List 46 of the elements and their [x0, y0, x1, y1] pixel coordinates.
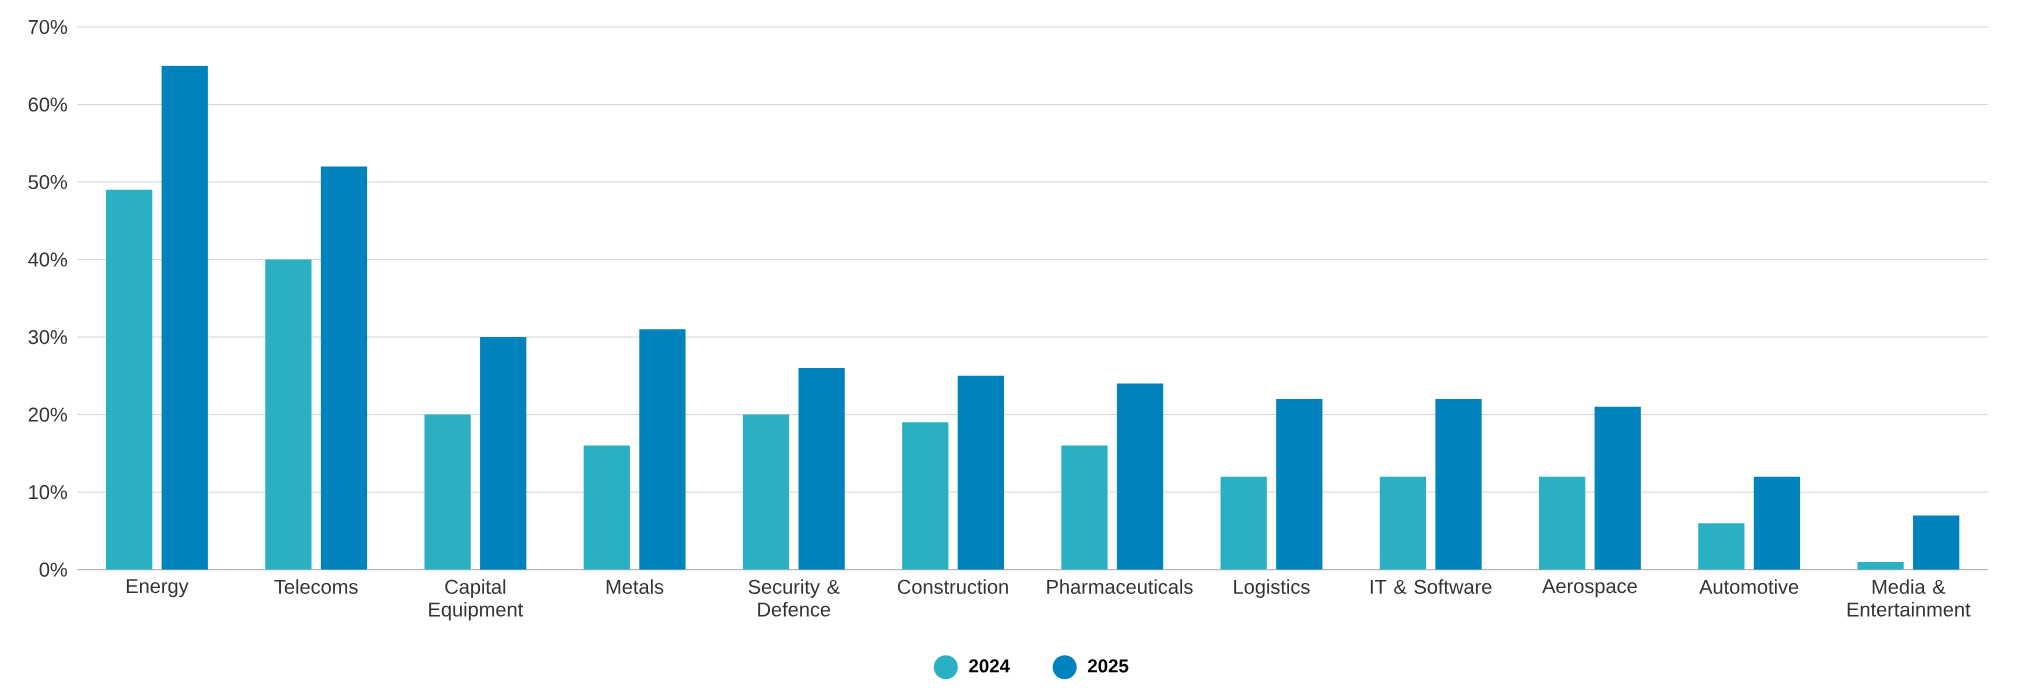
bar: [1539, 476, 1586, 570]
y-tick-label: 10%: [29, 485, 68, 500]
bar: [639, 329, 686, 570]
bar: [1857, 561, 1904, 570]
bar: [1435, 399, 1482, 570]
bar: [265, 259, 312, 570]
bar: [957, 375, 1004, 570]
legend-label: 2025: [1087, 659, 1129, 673]
bar: [798, 368, 845, 570]
bar: [1379, 476, 1427, 570]
bar: [424, 414, 471, 570]
x-tick-label: Construction: [897, 579, 1008, 594]
y-tick-label: 50%: [28, 174, 68, 190]
bar: [161, 65, 208, 570]
x-tick-label: IT & Software: [1370, 579, 1492, 594]
bar: [902, 422, 949, 570]
x-tick-label: Energy: [126, 579, 189, 598]
x-tick-label: Security & Defence: [748, 579, 840, 617]
x-tick-label: Automotive: [1699, 579, 1799, 594]
bar: [1698, 523, 1745, 570]
y-tick-label: 60%: [28, 97, 68, 112]
bar: [1753, 476, 1801, 570]
bar: [106, 189, 153, 570]
bar: [1220, 476, 1267, 570]
bar: [742, 414, 790, 570]
x-tick-label: Metals: [606, 579, 664, 594]
x-tick-label: Media & Entertainment: [1847, 579, 1971, 617]
x-tick-label: Pharmaceuticals: [1047, 579, 1193, 594]
y-tick-label: 20%: [28, 407, 68, 422]
x-tick-label: Capital Equipment: [429, 579, 524, 621]
bar: [1276, 399, 1323, 570]
x-tick-label: Aerospace: [1542, 579, 1637, 598]
legend-label: 2024: [969, 659, 1010, 673]
y-tick-label: 0%: [39, 562, 68, 577]
bar: [1913, 515, 1960, 570]
x-tick-label: Telecoms: [274, 579, 358, 594]
y-tick-label: 30%: [28, 330, 68, 345]
y-tick-label: 70%: [28, 19, 68, 35]
bar: [1061, 445, 1108, 570]
bar: [320, 166, 368, 570]
x-tick-label: Logistics: [1234, 579, 1310, 598]
bar: [583, 445, 630, 570]
bar: [1116, 383, 1164, 570]
bar: [480, 337, 527, 570]
bar: [1594, 406, 1641, 570]
y-tick-label: 40%: [28, 252, 68, 267]
